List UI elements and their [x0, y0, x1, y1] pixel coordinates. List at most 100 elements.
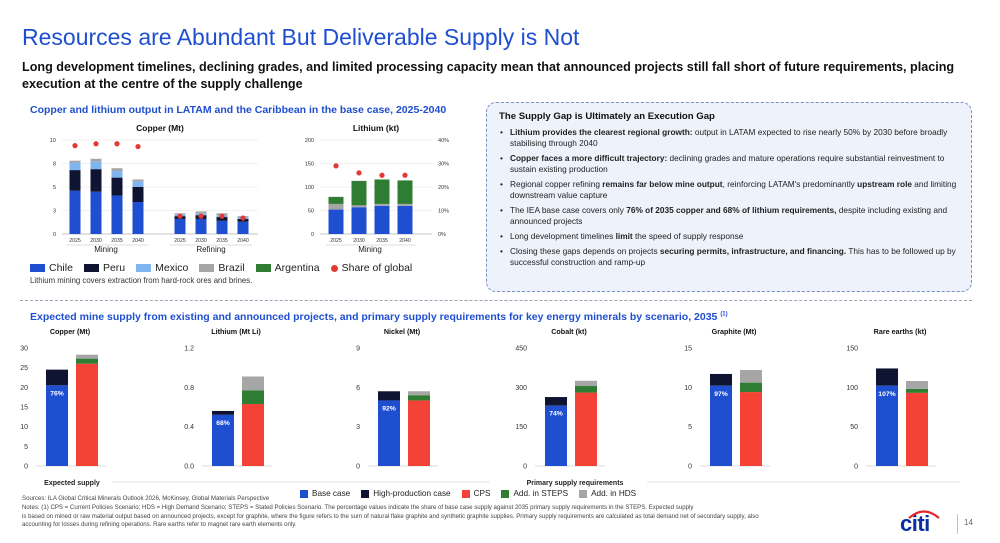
legend-item: Mexico [136, 262, 188, 274]
bullet-bold-text: remains far below mine output [602, 179, 723, 189]
y-tick-label: 10 [684, 385, 692, 392]
legend-item: Argentina [255, 262, 320, 274]
legend-swatch [83, 264, 99, 272]
x-tick-label: 2035 [376, 238, 388, 244]
supply-gap-bullet: Copper faces a more difficult trajectory… [499, 153, 961, 175]
share-of-global-dot [177, 213, 183, 219]
bullet-text: output in LATAM expected to rise nearly … [510, 127, 948, 148]
y-tick-label: 1.2 [184, 346, 194, 353]
bar-cps [575, 392, 597, 466]
bar-cps [242, 404, 264, 466]
y-tick-label: 300 [515, 385, 527, 392]
y-tick-label: 0 [356, 464, 360, 471]
x-tick-label: 2035 [111, 238, 123, 244]
bar-mexico-2040 [132, 181, 144, 187]
legend-scenarios: Base case High-production case CPS Add. in … [300, 489, 647, 498]
group-label: Mining [94, 245, 118, 254]
bar-chile-2025 [69, 190, 81, 234]
coverage-label: 76% [50, 390, 64, 397]
bar-add-hds [575, 380, 597, 387]
bar-chile-2040 [397, 205, 413, 234]
lithium-latam-chart: Lithium (kt) 0 50 100 150 200 0% 10% 20% 30% 40% 20… [305, 123, 449, 254]
bullet-text: This has to be followed up by successful… [510, 246, 956, 267]
y-tick-label: 5 [24, 444, 28, 451]
chart-title: Rare earths (kt) [874, 327, 927, 336]
y-tick-label: 6 [356, 385, 360, 392]
bar-chile-2025 [328, 209, 344, 234]
share-of-global-dot [135, 143, 141, 150]
bar-brazil-2040 [397, 203, 413, 206]
bar-chile-2035 [216, 220, 228, 234]
bullet-bold-text: limit [615, 231, 633, 241]
legend-item: Chile [30, 262, 73, 274]
legend-item: Add. in STEPS [501, 489, 568, 498]
legend-label: Brazil [218, 262, 245, 274]
bar-add-hds [408, 391, 430, 396]
bar-add-hds [740, 370, 762, 383]
share-of-global-dot [198, 213, 204, 219]
bar-cps [906, 392, 928, 466]
bar-base-case [545, 405, 567, 466]
bar-add-steps [242, 390, 264, 405]
bullet-text: Long development timelines [510, 231, 616, 241]
chart-title: Cobalt (kt) [551, 327, 587, 336]
y-tick-label: 50 [308, 209, 314, 215]
footnotes: Sources: ILA Global Critical Minerals Ou… [22, 495, 892, 530]
section-heading-2035: Expected mine supply from existing and a… [30, 311, 728, 323]
bar-add-hds [76, 354, 98, 359]
bar-chile-2030 [195, 218, 207, 234]
section-heading-latam: Copper and lithium output in LATAM and t… [30, 104, 447, 116]
y-tick-label: 0 [854, 464, 858, 471]
x-tick-label: 2025 [174, 238, 186, 244]
lithium-2035-chart: Lithium (Mt Li) 0.0 0.4 0.8 1.2 68% [184, 327, 272, 471]
primary-supply-label: Primary supply requirements [527, 480, 624, 487]
bar-base-case [378, 400, 400, 466]
y2-tick-label: 40% [438, 138, 449, 144]
legend-latam: Chile Peru Mexico Brazil Argentina Share of g… [30, 262, 423, 274]
bar-brazil-2025 [69, 160, 81, 163]
legend-label: High-production case [373, 489, 451, 498]
bar-chile-2040 [132, 202, 144, 234]
legend-item: Brazil [199, 262, 245, 274]
supply-gap-list: Lithium provides the clearest regional g… [499, 127, 961, 268]
y-tick-label: 200 [305, 138, 314, 144]
bar-high-production [212, 410, 234, 415]
bar-argentina-2030 [351, 180, 367, 206]
supply-gap-title: The Supply Gap is Ultimately an Executio… [499, 111, 715, 122]
bar-argentina-2040 [397, 180, 413, 204]
bar-brazil-2035 [374, 203, 390, 206]
copper-latam-chart: Copper (Mt) 0 3 5 8 10 2025 2030 2035 2040 2025 203… [50, 123, 258, 254]
bar-brazil-2030 [90, 158, 102, 162]
supply-gap-bullet: Lithium provides the clearest regional g… [499, 127, 961, 149]
chart-title: Copper (Mt) [136, 123, 184, 133]
bar-add-hds [906, 381, 928, 389]
legend-label: Add. in STEPS [513, 489, 569, 498]
bar-high-production [710, 373, 732, 386]
bullet-text: The IEA base case covers only [510, 205, 627, 215]
nickel-2035-chart: Nickel (Mt) 0 3 6 9 92% [356, 327, 438, 471]
bar-chile-2025 [174, 218, 186, 234]
bar-brazil-2040 [132, 179, 144, 182]
coverage-label: 92% [382, 405, 396, 412]
y2-tick-label: 30% [438, 162, 449, 168]
bar-chile-2030 [351, 207, 367, 234]
rare-earths-2035-chart: Rare earths (kt) 0 50 100 150 107% [846, 327, 936, 471]
share-of-global-dot [114, 141, 120, 147]
bar-add-steps [575, 386, 597, 393]
legend-swatch [199, 264, 215, 272]
y-tick-label: 25 [20, 365, 28, 372]
x-tick-label: 2035 [216, 238, 228, 244]
bullet-bold-text: upstream role [857, 179, 912, 189]
y-tick-label: 0.4 [184, 424, 194, 431]
bar-argentina-2025 [328, 196, 344, 204]
bar-add-steps [76, 358, 98, 364]
legend-label: Share of global [341, 262, 413, 274]
y-tick-label: 100 [846, 385, 858, 392]
bar-peru-2040 [132, 187, 144, 203]
bar-high-production [46, 369, 68, 386]
notes-line-2: is based on mined or raw material output… [22, 512, 759, 520]
y2-tick-label: 0% [438, 232, 446, 238]
chart-title: Nickel (Mt) [384, 327, 421, 336]
group-label: Refining [196, 245, 225, 254]
